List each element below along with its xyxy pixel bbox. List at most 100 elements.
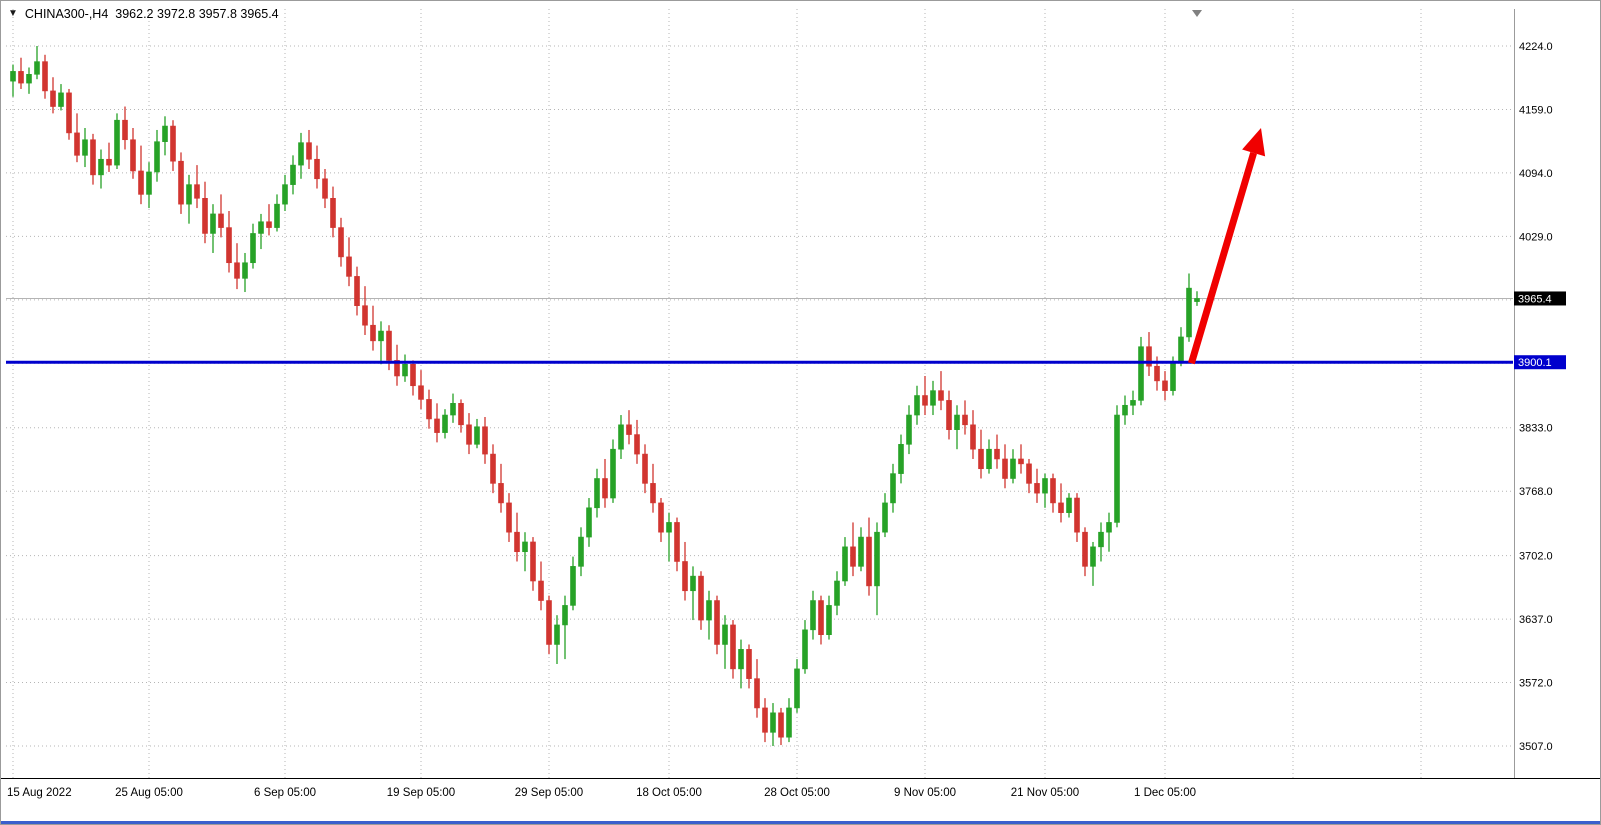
candle-body xyxy=(10,71,16,82)
candle-body xyxy=(170,125,176,162)
candle-body xyxy=(970,424,976,450)
candle-body xyxy=(1050,478,1056,504)
candle-body xyxy=(914,395,920,416)
candle-body xyxy=(186,184,192,205)
candle-body xyxy=(626,424,632,435)
candle-body xyxy=(946,400,952,430)
candle-body xyxy=(42,61,48,92)
candle-body xyxy=(898,444,904,474)
candle-body xyxy=(506,502,512,533)
bid-price-badge xyxy=(1514,291,1566,306)
candle-body xyxy=(378,330,384,342)
candle-body xyxy=(474,426,480,445)
price-tick-label: 3507.0 xyxy=(1519,741,1553,753)
candle-body xyxy=(586,507,592,538)
chart-shift-marker-icon[interactable] xyxy=(1192,10,1202,17)
candle-body xyxy=(1002,458,1008,479)
candle-body xyxy=(26,74,32,84)
symbol-timeframe-label: CHINA300-,H4 xyxy=(24,7,109,21)
candle-body xyxy=(546,600,552,645)
price-scale[interactable]: 4224.0 4159.0 4094.0 4029.0 3833.0 3768.0 3702… xyxy=(1514,41,1566,753)
price-tick-label: 3637.0 xyxy=(1519,614,1553,626)
candle-body xyxy=(690,575,696,592)
candle-body xyxy=(722,624,728,645)
candle-body xyxy=(418,385,424,400)
candle-body xyxy=(466,424,472,445)
candle-body xyxy=(50,90,56,107)
candle-body xyxy=(434,418,440,433)
candle-body xyxy=(354,276,360,306)
candle-body xyxy=(754,678,760,709)
candle-body xyxy=(938,390,944,401)
candle-body xyxy=(114,119,120,166)
candle-body xyxy=(570,566,576,606)
candle-body xyxy=(458,403,464,426)
candle-body xyxy=(234,262,240,279)
candle-body xyxy=(274,203,280,228)
candle-body xyxy=(1074,497,1080,533)
candle-body xyxy=(1098,531,1104,548)
candle-body xyxy=(786,707,792,738)
candle-body xyxy=(578,536,584,567)
candle-body xyxy=(34,61,40,75)
candle-body xyxy=(306,142,312,160)
candle-body xyxy=(1042,478,1048,494)
candle-body xyxy=(74,132,80,156)
candle-body xyxy=(746,649,752,679)
candle-body xyxy=(810,600,816,631)
candle-body xyxy=(314,158,320,180)
candle-body xyxy=(410,363,416,387)
time-tick-label: 29 Sep 05:00 xyxy=(515,787,583,799)
candle-body xyxy=(930,390,936,406)
candle-body xyxy=(1154,365,1160,382)
candle-body xyxy=(298,142,304,166)
price-tick-label: 3833.0 xyxy=(1519,423,1553,435)
symbol-marker-icon: ▼ xyxy=(8,8,18,19)
candle-body xyxy=(1082,531,1088,567)
time-tick-label: 19 Sep 05:00 xyxy=(387,787,455,799)
time-scale[interactable]: 15 Aug 2022 25 Aug 05:00 6 Sep 05:00 19 Sep… xyxy=(7,787,1196,799)
candle-body xyxy=(146,171,152,195)
candle-body xyxy=(138,170,144,195)
candle-body xyxy=(82,139,88,156)
candle-body xyxy=(1010,458,1016,479)
candle-body xyxy=(874,531,880,587)
candle-body xyxy=(394,360,400,377)
candle-body xyxy=(178,160,184,205)
candle-body xyxy=(650,483,656,504)
candle-body xyxy=(658,502,664,533)
candle-body xyxy=(666,522,672,533)
candle-body xyxy=(194,184,200,199)
candle-body xyxy=(610,448,616,499)
price-tick-label: 4094.0 xyxy=(1519,168,1553,180)
candle-body xyxy=(554,624,560,645)
candle-body xyxy=(426,399,432,420)
time-tick-label: 15 Aug 2022 xyxy=(7,787,72,799)
candle-body xyxy=(226,227,232,264)
trend-arrow[interactable] xyxy=(1188,128,1266,365)
trend-arrow-shaft xyxy=(1188,151,1257,365)
candle-body xyxy=(794,668,800,709)
candle-body xyxy=(482,426,488,455)
ohlc-quote-label: 3962.2 3972.8 3957.8 3965.4 xyxy=(115,7,279,21)
candle-body xyxy=(1034,483,1040,494)
candle-body xyxy=(1130,400,1136,406)
candles xyxy=(10,46,1200,746)
time-tick-label: 1 Dec 05:00 xyxy=(1134,787,1196,799)
candle-body xyxy=(634,434,640,455)
candle-body xyxy=(562,605,568,626)
candle-body xyxy=(882,502,888,533)
candle-body xyxy=(250,233,256,264)
candle-body xyxy=(154,141,160,173)
price-tick-label: 3702.0 xyxy=(1519,551,1553,563)
candle-body xyxy=(1138,346,1144,401)
candle-body xyxy=(90,139,96,176)
candle-body xyxy=(730,624,736,670)
price-tick-label: 4029.0 xyxy=(1519,231,1553,243)
candle-body xyxy=(674,522,680,562)
candle-body xyxy=(402,363,408,377)
candle-body xyxy=(770,712,776,733)
line-price-badge xyxy=(1514,355,1566,370)
